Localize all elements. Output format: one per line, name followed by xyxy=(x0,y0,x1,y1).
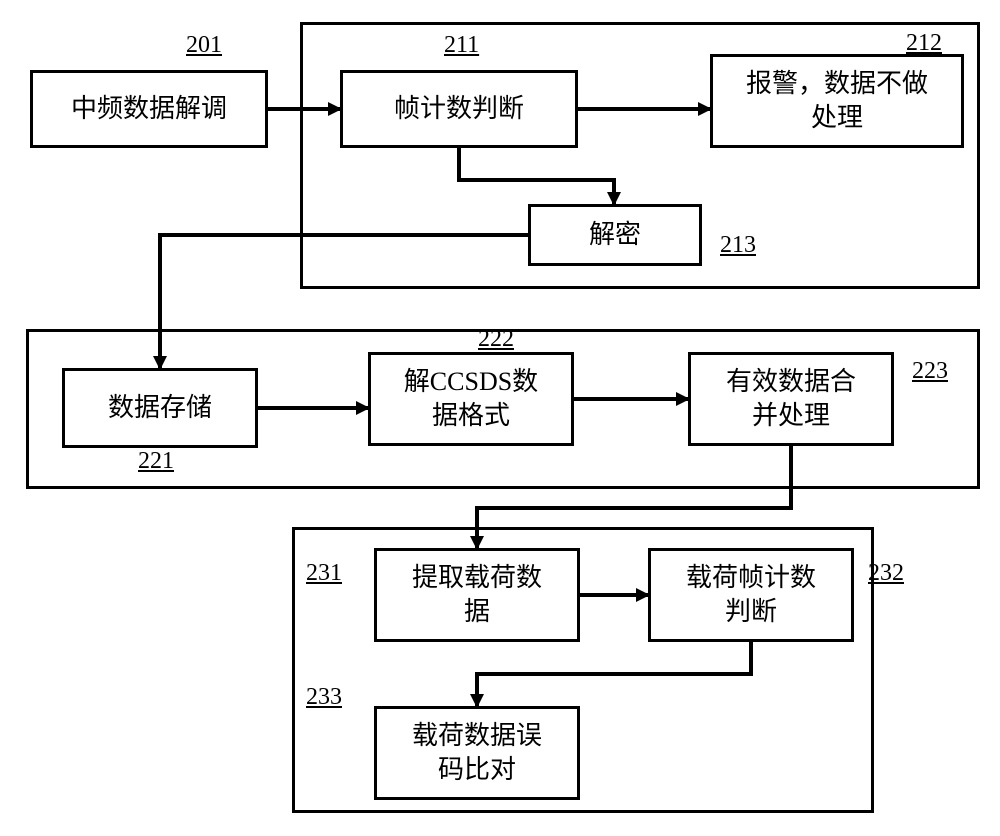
node-n221: 数据存储 xyxy=(62,368,258,448)
diagram-canvas: 中频数据解调201帧计数判断211报警，数据不做处理212解密213数据存储22… xyxy=(0,0,1000,836)
node-n201: 中频数据解调 xyxy=(30,70,268,148)
label-n201: 201 xyxy=(186,32,222,59)
label-n221: 221 xyxy=(138,448,174,475)
node-n233: 载荷数据误码比对 xyxy=(374,706,580,800)
node-n222: 解CCSDS数据格式 xyxy=(368,352,574,446)
label-n211: 211 xyxy=(444,32,479,59)
node-n213: 解密 xyxy=(528,204,702,266)
label-n232: 232 xyxy=(868,560,904,587)
label-n212: 212 xyxy=(906,30,942,57)
label-n222: 222 xyxy=(478,326,514,353)
node-n223: 有效数据合并处理 xyxy=(688,352,894,446)
node-n211: 帧计数判断 xyxy=(340,70,578,148)
node-n212: 报警，数据不做处理 xyxy=(710,54,964,148)
label-n223: 223 xyxy=(912,358,948,385)
node-n231: 提取载荷数据 xyxy=(374,548,580,642)
label-n231: 231 xyxy=(306,560,342,587)
node-n232: 载荷帧计数判断 xyxy=(648,548,854,642)
label-n213: 213 xyxy=(720,232,756,259)
label-n233: 233 xyxy=(306,684,342,711)
